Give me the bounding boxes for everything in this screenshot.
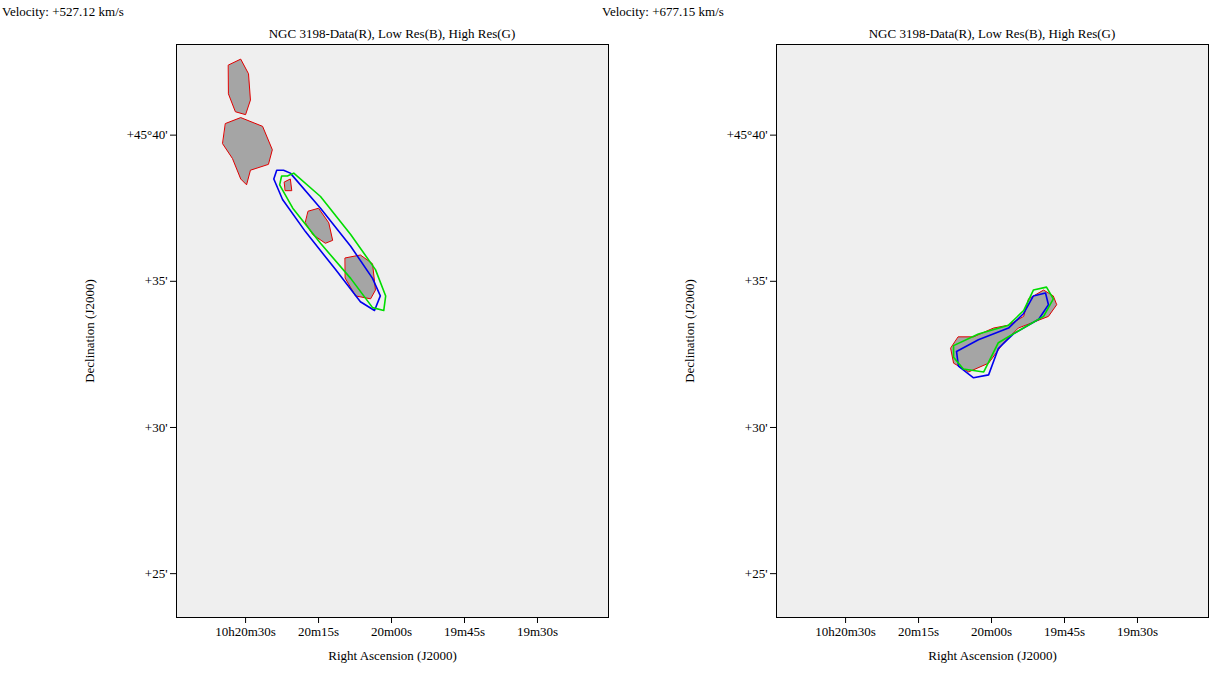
svg-text:+45°40': +45°40' [127, 127, 168, 142]
svg-text:Right Ascension (J2000): Right Ascension (J2000) [328, 648, 457, 663]
svg-text:19m30s: 19m30s [517, 624, 558, 639]
svg-text:+30': +30' [745, 420, 768, 435]
svg-text:+35': +35' [745, 273, 768, 288]
svg-text:19m30s: 19m30s [1117, 624, 1158, 639]
svg-text:+25': +25' [145, 566, 168, 581]
svg-text:+45°40': +45°40' [727, 127, 768, 142]
svg-text:10h20m30s: 10h20m30s [215, 624, 276, 639]
html-text:NGC 3198-Data(R), Low Res(B),: NGC 3198-Data(R), Low Res(B), High Res(G… [268, 26, 516, 41]
svg-text:Declination (J2000): Declination (J2000) [82, 279, 97, 383]
svg-text:+30': +30' [145, 420, 168, 435]
html-text:NGC 3198-Data(R), Low Res(B),: NGC 3198-Data(R), Low Res(B), High Res(G… [868, 26, 1116, 41]
svg-text:19m45s: 19m45s [1044, 624, 1085, 639]
svg-text:20m15s: 20m15s [298, 624, 339, 639]
svg-text:10h20m30s: 10h20m30s [815, 624, 876, 639]
svg-text:+35': +35' [145, 273, 168, 288]
svg-text:Right Ascension (J2000): Right Ascension (J2000) [928, 648, 1057, 663]
svg-text:20m15s: 20m15s [898, 624, 939, 639]
html-text:Velocity: +527.12 km/s: Velocity: +527.12 km/s [2, 4, 124, 19]
svg-text:+25': +25' [745, 566, 768, 581]
svg-text:20m00s: 20m00s [971, 624, 1012, 639]
svg-text:Declination (J2000): Declination (J2000) [682, 279, 697, 383]
html-text:Velocity: +677.15 km/s: Velocity: +677.15 km/s [602, 4, 724, 19]
svg-text:20m00s: 20m00s [371, 624, 412, 639]
svg-text:19m45s: 19m45s [444, 624, 485, 639]
